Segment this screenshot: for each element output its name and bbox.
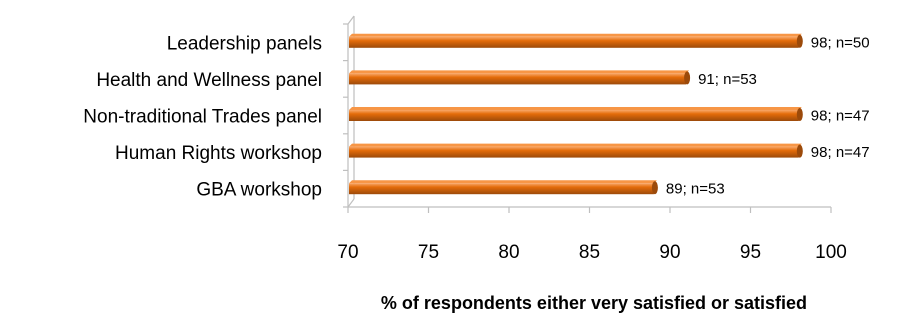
bar (349, 183, 654, 195)
bar-top-face (349, 180, 657, 184)
x-tick-label: 70 (337, 242, 358, 263)
x-tick-label: 75 (418, 242, 439, 263)
chart-bars (349, 33, 803, 195)
x-tick-label: 90 (659, 242, 680, 263)
data-label: 91; n=53 (698, 71, 757, 88)
bar-top-face (349, 143, 802, 147)
data-label: 98; n=50 (811, 34, 870, 51)
bar-top-face (349, 70, 690, 74)
chart-labels: 70 75 80 85 90 95 100 Leadership panels 98; n=50… (83, 33, 869, 263)
bar-top-face (349, 33, 802, 37)
bar-end-cap (796, 34, 803, 48)
bar (349, 36, 799, 48)
x-tick-label: 80 (498, 242, 519, 263)
data-label: 98; n=47 (811, 108, 870, 125)
category-label: Non-traditional Trades panel (83, 107, 322, 128)
data-label: 98; n=47 (811, 144, 870, 161)
x-tick-label: 100 (815, 242, 847, 263)
category-label: Leadership panels (167, 33, 322, 54)
bar (349, 110, 799, 121)
bar-top-face (349, 107, 802, 110)
x-tick-label: 85 (579, 242, 600, 263)
category-label: GBA workshop (196, 180, 322, 201)
bar-end-cap (651, 181, 658, 195)
category-label: Human Rights workshop (115, 143, 322, 164)
y-axis-top-edge (347, 15, 355, 25)
x-tick-label: 95 (740, 242, 761, 263)
bar-end-cap (796, 108, 803, 121)
bar-end-cap (684, 71, 691, 85)
bar (349, 146, 799, 158)
x-axis-title: % of respondents either very satisfied o… (381, 293, 807, 313)
bar-end-cap (796, 144, 803, 158)
data-label: 89; n=53 (666, 181, 725, 198)
category-label: Health and Wellness panel (96, 70, 322, 91)
floor-edge (347, 198, 355, 208)
bar (349, 73, 687, 85)
